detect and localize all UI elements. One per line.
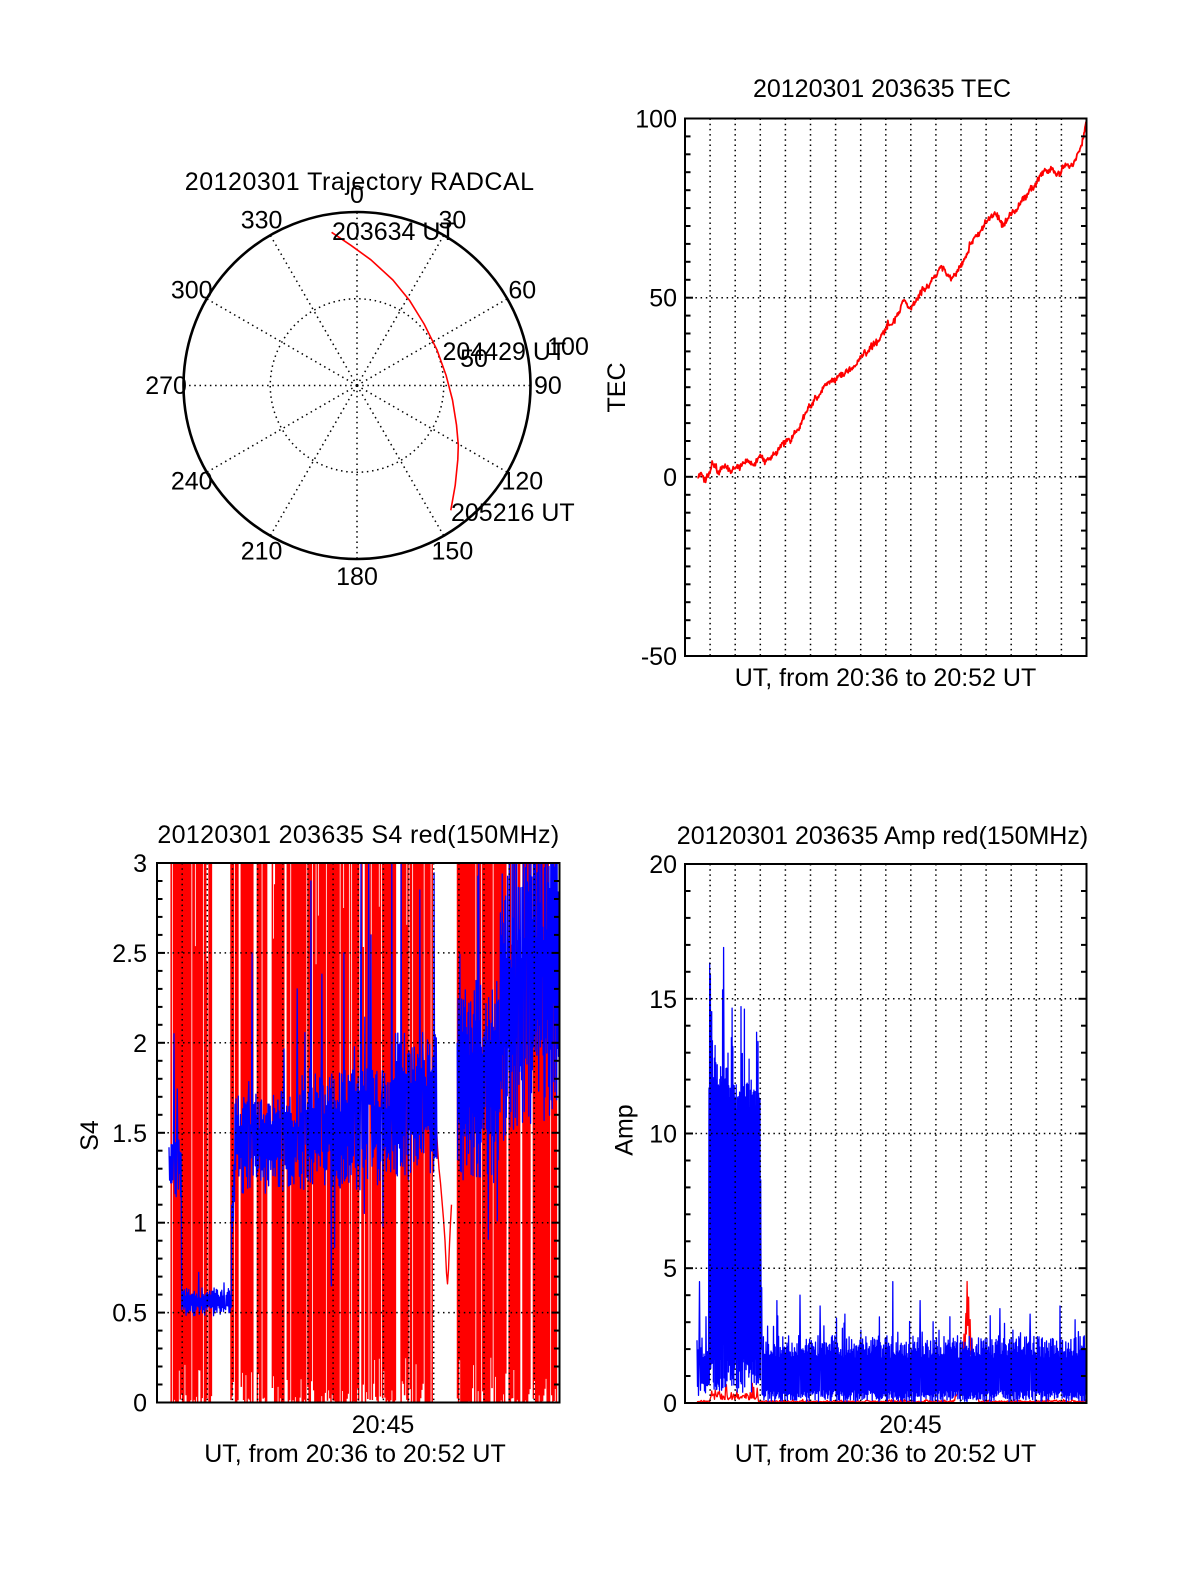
svg-text:20120301 203635 TEC: 20120301 203635 TEC bbox=[753, 75, 1011, 103]
svg-text:0.5: 0.5 bbox=[112, 1300, 147, 1328]
svg-text:1.5: 1.5 bbox=[112, 1120, 147, 1148]
svg-text:50: 50 bbox=[460, 345, 488, 373]
svg-text:3: 3 bbox=[133, 850, 147, 878]
svg-text:UT, from 20:36 to 20:52 UT: UT, from 20:36 to 20:52 UT bbox=[735, 664, 1037, 692]
svg-text:20120301 203635 Amp red(150MHz: 20120301 203635 Amp red(150MHz) bbox=[677, 822, 1088, 850]
svg-text:270: 270 bbox=[145, 372, 187, 400]
svg-text:5: 5 bbox=[663, 1255, 677, 1283]
svg-text:300: 300 bbox=[171, 277, 213, 305]
svg-text:210: 210 bbox=[241, 537, 283, 565]
svg-text:0: 0 bbox=[663, 1390, 677, 1418]
svg-text:-50: -50 bbox=[641, 643, 677, 671]
svg-text:240: 240 bbox=[171, 467, 213, 495]
svg-text:60: 60 bbox=[508, 277, 536, 305]
svg-text:TEC: TEC bbox=[603, 363, 631, 413]
svg-text:100: 100 bbox=[547, 333, 589, 361]
svg-text:1: 1 bbox=[133, 1210, 147, 1238]
svg-text:2: 2 bbox=[133, 1030, 147, 1058]
svg-text:0: 0 bbox=[663, 464, 677, 492]
svg-text:20:45: 20:45 bbox=[352, 1411, 415, 1439]
svg-text:50: 50 bbox=[649, 285, 677, 313]
svg-text:20120301 Trajectory RADCAL: 20120301 Trajectory RADCAL bbox=[185, 168, 535, 196]
svg-text:30: 30 bbox=[438, 207, 466, 235]
svg-text:90: 90 bbox=[534, 372, 562, 400]
svg-text:UT, from 20:36 to 20:52 UT: UT, from 20:36 to 20:52 UT bbox=[735, 1440, 1037, 1468]
svg-text:0: 0 bbox=[350, 181, 364, 209]
svg-text:20: 20 bbox=[649, 851, 677, 879]
svg-text:0: 0 bbox=[133, 1390, 147, 1418]
svg-text:UT, from 20:36 to 20:52 UT: UT, from 20:36 to 20:52 UT bbox=[204, 1440, 506, 1468]
svg-text:330: 330 bbox=[241, 207, 283, 235]
svg-text:10: 10 bbox=[649, 1121, 677, 1149]
svg-text:180: 180 bbox=[336, 563, 378, 591]
svg-text:S4: S4 bbox=[76, 1120, 104, 1151]
svg-text:2.5: 2.5 bbox=[112, 940, 147, 968]
svg-text:20120301 203635 S4 red(150MHz): 20120301 203635 S4 red(150MHz) bbox=[157, 821, 559, 849]
svg-text:150: 150 bbox=[432, 537, 474, 565]
svg-text:100: 100 bbox=[635, 106, 677, 134]
svg-text:203634 UT: 203634 UT bbox=[332, 218, 456, 246]
svg-text:204429 UT: 204429 UT bbox=[443, 338, 567, 366]
svg-text:15: 15 bbox=[649, 986, 677, 1014]
svg-text:120: 120 bbox=[501, 467, 543, 495]
svg-text:Amp: Amp bbox=[611, 1104, 639, 1155]
svg-text:20:45: 20:45 bbox=[879, 1411, 942, 1439]
svg-text:205216 UT: 205216 UT bbox=[451, 499, 575, 527]
